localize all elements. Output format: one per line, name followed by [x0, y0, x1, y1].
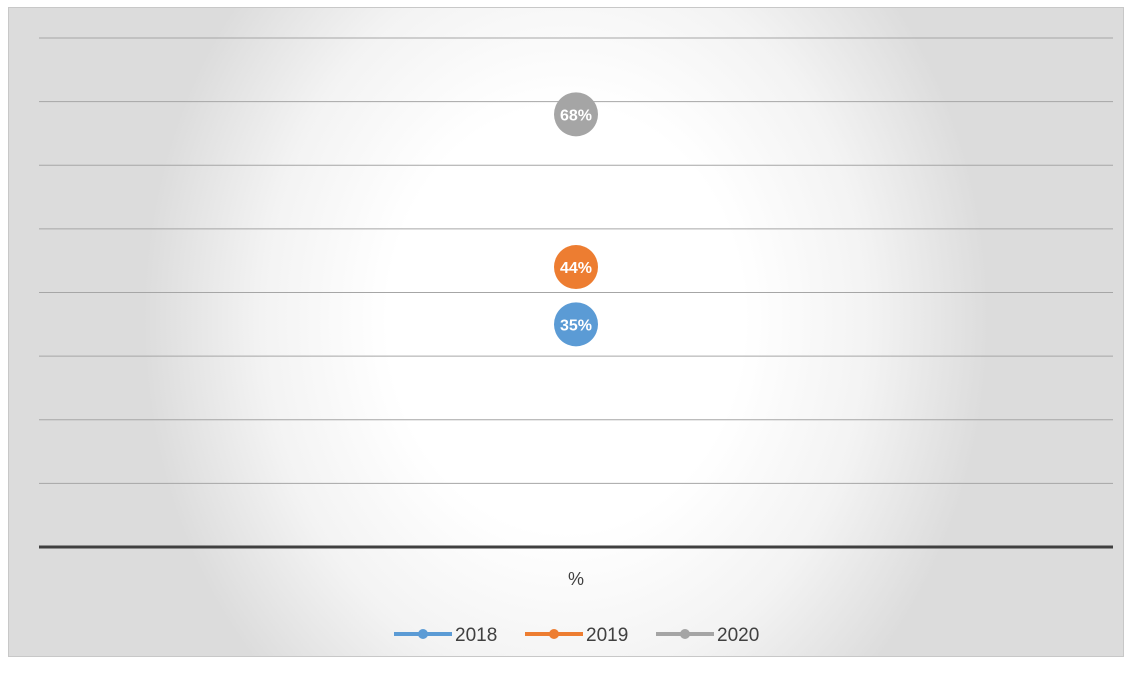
legend: 2018 2019 2020: [394, 625, 759, 646]
chart-area: 35% 44% 68% % 2018 2019 2020: [8, 7, 1124, 657]
data-label-2020: 68%: [560, 107, 592, 124]
legend-item-2019: 2019: [525, 625, 628, 646]
legend-label-2020: 2020: [717, 625, 759, 646]
legend-marker-2020: [680, 629, 690, 639]
data-point-2020: [554, 92, 598, 137]
data-points: 35% 44% 68%: [554, 92, 598, 347]
data-label-2019: 44%: [560, 260, 592, 277]
data-point-2019: [554, 245, 598, 290]
legend-label-2018: 2018: [455, 625, 497, 646]
x-category-label: %: [568, 569, 584, 589]
legend-item-2018: 2018: [394, 625, 497, 646]
legend-marker-2019: [549, 629, 559, 639]
legend-marker-2018: [418, 629, 428, 639]
legend-item-2020: 2020: [656, 625, 759, 646]
data-point-2018: [554, 302, 598, 347]
line-chart: 35% 44% 68% % 2018 2019 2020: [39, 37, 1113, 646]
legend-label-2019: 2019: [586, 625, 628, 646]
gridlines: [39, 37, 1113, 484]
data-label-2018: 35%: [560, 317, 592, 334]
